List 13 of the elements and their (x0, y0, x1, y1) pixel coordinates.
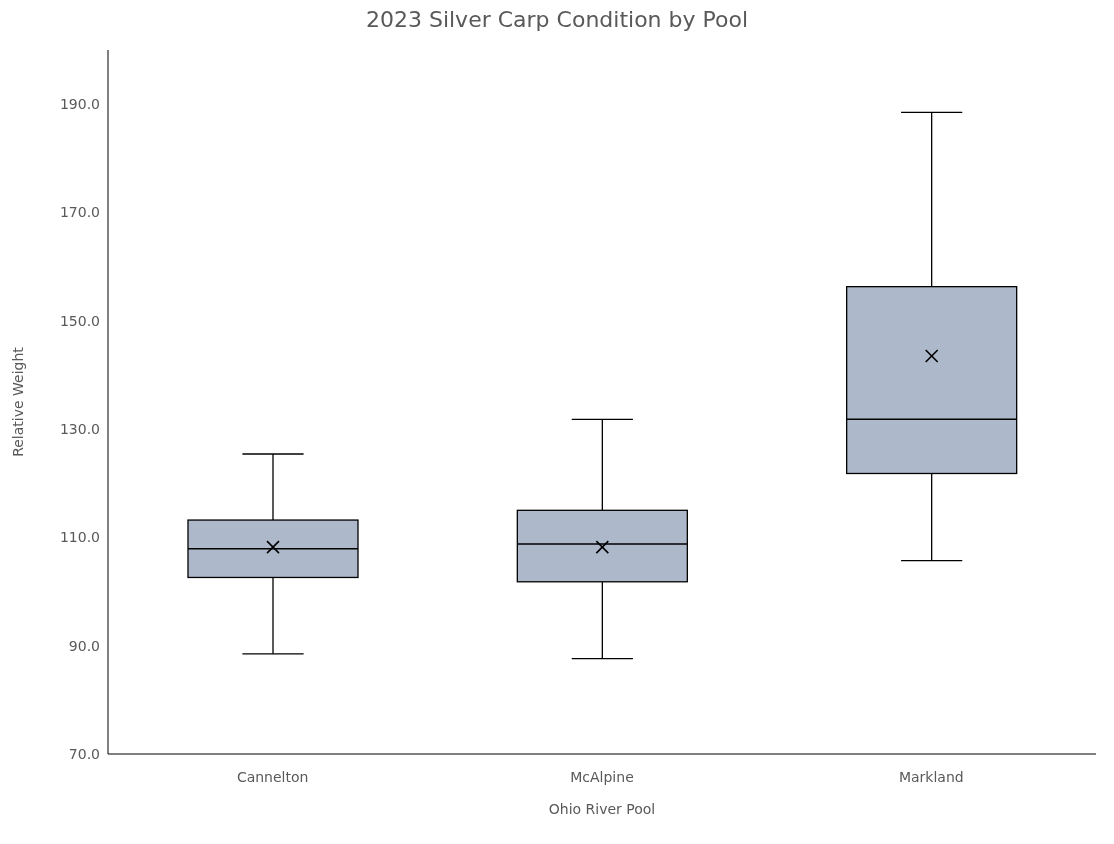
x-axis-title: Ohio River Pool (548, 801, 656, 817)
x-tick-label: McAlpine (570, 768, 634, 785)
y-tick-label: 170.0 (59, 204, 100, 221)
y-tick-label: 150.0 (59, 312, 100, 329)
x-tick-label: Cannelton (236, 768, 309, 785)
y-tick-label: 190.0 (59, 96, 100, 113)
x-tick-label: Markland (898, 768, 964, 785)
y-tick-label: 90.0 (68, 637, 100, 654)
y-tick-label: 70.0 (68, 745, 100, 762)
y-tick-label: 130.0 (59, 421, 100, 438)
chart-title: 2023 Silver Carp Condition by Pool (364, 7, 750, 34)
y-tick-label: 110.0 (59, 529, 100, 546)
y-axis-title: Relative Weight (9, 346, 26, 457)
